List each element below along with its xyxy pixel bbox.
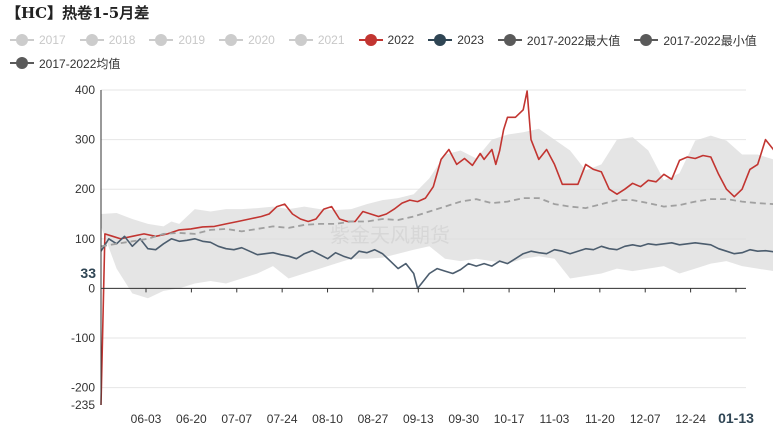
legend-row: 2017-2022均值 — [10, 53, 770, 73]
series-line-2017-2022均值 — [100, 197, 773, 248]
x-tick-label: 06-20 — [176, 412, 207, 426]
y-tick-label: -100 — [71, 331, 95, 345]
legend-label: 2017-2022最小值 — [663, 33, 757, 48]
y-tick-label: 300 — [75, 133, 95, 147]
x-tick-label: 07-24 — [267, 412, 298, 426]
y-tick-label: -200 — [71, 381, 95, 395]
legend-marker-icon — [358, 33, 383, 47]
legend-label: 2023 — [457, 33, 484, 47]
watermark: 紫金天风期货 — [330, 223, 450, 247]
x-tick-label: 08-10 — [312, 412, 343, 426]
legend-marker-icon — [428, 33, 453, 47]
legend-marker-icon — [634, 33, 659, 47]
x-tick-label: 12-07 — [630, 412, 661, 426]
legend-item-2017-2022均值[interactable]: 2017-2022均值 — [10, 55, 120, 72]
legend-marker-icon — [149, 33, 174, 47]
legend-item-2017-2022最大值[interactable]: 2017-2022最大值 — [497, 32, 621, 49]
axes: 400 300 200 100 0 -100 -200 -235 06-03 06-20 07-07… — [71, 83, 754, 426]
chart-title: 【HC】热卷1-5月差 — [6, 4, 150, 22]
legend-label: 2022 — [387, 33, 415, 47]
x-tick-label: 09-13 — [403, 412, 434, 426]
legend-item-2020[interactable]: 2020 — [219, 33, 275, 47]
max-min-band — [101, 128, 773, 299]
legend-item-2018[interactable]: 2018 — [79, 33, 136, 47]
legend-item-2017-2022最小值[interactable]: 2017-2022最小值 — [634, 32, 757, 49]
x-tick-label: 06-03 — [131, 412, 162, 426]
x-tick-label: 11-03 — [540, 412, 570, 426]
legend-marker-icon — [79, 33, 104, 47]
band-area — [101, 128, 773, 299]
legend-label: 2020 — [248, 33, 275, 47]
x-tick-label: 08-27 — [358, 412, 389, 426]
x-tick-label: 11-20 — [585, 412, 615, 426]
y-tick-label: 100 — [75, 232, 95, 246]
legend-item-2023[interactable]: 2023 — [428, 33, 484, 47]
legend-item-2021[interactable]: 2021 — [288, 33, 345, 47]
y-tick-label: 400 — [75, 83, 95, 97]
series-line-2023 — [100, 235, 773, 290]
legend-marker-icon — [10, 33, 34, 47]
series-line-2022 — [100, 90, 773, 406]
legend-item-2022[interactable]: 2022 — [358, 33, 415, 47]
legend-row: 2017 2018 2019 2020 2021 2022 2023 2017-2022最大值… — [10, 30, 770, 50]
y-marker-label: 33 — [80, 265, 96, 281]
x-tick-label: 09-30 — [448, 412, 479, 426]
legend-marker-icon — [219, 33, 244, 47]
legend-item-2019[interactable]: 2019 — [149, 33, 205, 47]
x-tick-label: 12-24 — [675, 412, 706, 426]
legend-marker-icon — [10, 56, 34, 70]
legend-label: 2018 — [108, 33, 136, 47]
y-tick-label: 0 — [88, 281, 95, 295]
chart-legend: 2017 2018 2019 2020 2021 2022 2023 2017-2022最大值… — [10, 30, 770, 73]
x-tick-label: 10-17 — [494, 412, 525, 426]
y-tick-label: -235 — [71, 398, 95, 412]
legend-item-2017[interactable]: 2017 — [10, 33, 66, 47]
legend-marker-icon — [288, 33, 313, 47]
legend-label: 2019 — [178, 33, 206, 47]
legend-marker-icon — [497, 33, 522, 47]
series-lines — [100, 90, 773, 406]
x-tick-label: 01-13 — [718, 410, 754, 426]
y-tick-label: 200 — [75, 182, 95, 196]
legend-label: 2017-2022均值 — [39, 56, 121, 71]
x-tick-label: 07-07 — [221, 412, 252, 426]
legend-label: 2017-2022最大值 — [526, 33, 621, 48]
legend-label: 2017 — [39, 33, 66, 47]
legend-label: 2021 — [317, 33, 345, 47]
